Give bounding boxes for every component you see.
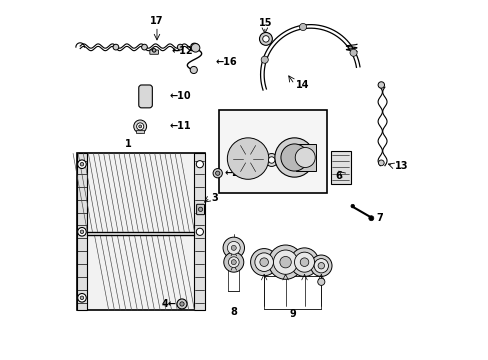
Circle shape [191, 44, 200, 52]
Text: 13: 13 [394, 161, 407, 171]
Circle shape [198, 207, 203, 211]
Circle shape [177, 299, 186, 309]
Circle shape [223, 237, 244, 258]
Circle shape [228, 257, 239, 267]
Circle shape [243, 154, 253, 163]
Text: 15: 15 [258, 18, 271, 28]
Text: 17: 17 [150, 16, 163, 26]
FancyBboxPatch shape [149, 50, 158, 54]
Text: ←11: ←11 [169, 121, 191, 131]
Circle shape [317, 262, 324, 269]
Circle shape [231, 246, 236, 250]
Circle shape [294, 252, 314, 272]
Text: 5: 5 [241, 168, 247, 178]
Circle shape [78, 293, 86, 302]
Text: ←10: ←10 [169, 91, 191, 101]
Bar [77, 153, 205, 310]
Circle shape [274, 138, 313, 177]
Circle shape [300, 258, 308, 266]
Circle shape [250, 249, 277, 276]
Circle shape [142, 44, 147, 50]
Text: ←2: ←2 [224, 168, 239, 178]
Circle shape [136, 123, 143, 130]
Circle shape [378, 160, 384, 166]
Bar [194, 153, 205, 310]
Bar [219, 111, 326, 193]
Text: ←12: ←12 [171, 46, 192, 57]
Circle shape [113, 44, 119, 50]
Text: ←16: ←16 [215, 57, 236, 67]
Bar [136, 130, 144, 133]
Circle shape [310, 255, 331, 276]
Circle shape [264, 154, 278, 166]
Text: 14: 14 [296, 80, 309, 90]
Text: 4←: 4← [162, 299, 176, 309]
Circle shape [261, 56, 268, 63]
Circle shape [231, 260, 236, 265]
Circle shape [134, 120, 146, 133]
Bar [330, 152, 350, 184]
Circle shape [80, 230, 83, 234]
Circle shape [281, 144, 307, 171]
Bar [296, 144, 315, 171]
Circle shape [233, 144, 263, 174]
Circle shape [299, 23, 306, 31]
Text: 1: 1 [125, 139, 131, 149]
Circle shape [259, 258, 268, 266]
Circle shape [80, 296, 83, 300]
Circle shape [177, 44, 183, 50]
Circle shape [254, 253, 273, 271]
Circle shape [238, 149, 258, 168]
Bar [77, 153, 87, 310]
Circle shape [349, 49, 356, 56]
Text: 3: 3 [211, 193, 218, 203]
Circle shape [279, 256, 291, 268]
Circle shape [259, 32, 272, 45]
Text: 8: 8 [230, 307, 237, 317]
Circle shape [290, 248, 318, 276]
Circle shape [196, 228, 203, 235]
Circle shape [224, 252, 244, 272]
Circle shape [268, 157, 274, 163]
Circle shape [190, 66, 197, 73]
Circle shape [227, 242, 240, 254]
Text: 9: 9 [289, 309, 296, 319]
Circle shape [268, 245, 302, 279]
Circle shape [262, 36, 268, 42]
Text: 7: 7 [376, 212, 383, 222]
Circle shape [350, 204, 354, 208]
Circle shape [152, 49, 156, 52]
Circle shape [295, 148, 315, 167]
FancyBboxPatch shape [139, 85, 152, 108]
Circle shape [180, 302, 184, 306]
Circle shape [227, 138, 268, 179]
Circle shape [215, 171, 220, 175]
Circle shape [139, 125, 142, 128]
Circle shape [78, 228, 86, 236]
Circle shape [196, 161, 203, 168]
Text: 6: 6 [335, 171, 342, 181]
Circle shape [313, 258, 328, 273]
FancyBboxPatch shape [196, 204, 204, 215]
Circle shape [80, 162, 83, 166]
Circle shape [273, 250, 297, 274]
Circle shape [317, 278, 324, 285]
Circle shape [368, 216, 373, 221]
Circle shape [213, 168, 222, 178]
Circle shape [377, 82, 384, 88]
Circle shape [78, 160, 86, 168]
